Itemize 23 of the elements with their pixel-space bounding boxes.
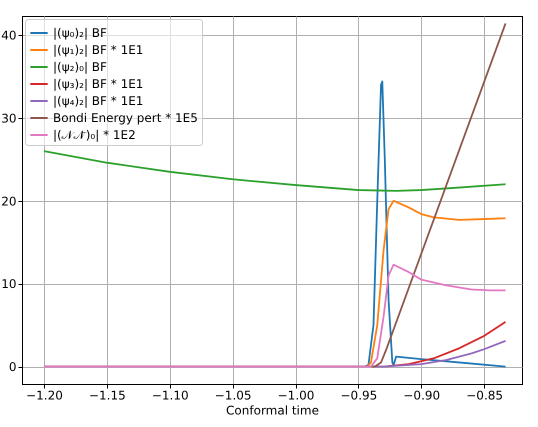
y-tick-label: 40: [1, 28, 16, 43]
legend-label: Bondi Energy pert * 1E5: [53, 111, 198, 125]
legend-label: |(ψ₃)₂| BF * 1E1: [53, 77, 144, 91]
x-tick-label: −0.90: [403, 388, 440, 402]
legend-label: |(𝒩𝒩̄)₀| * 1E2: [53, 128, 136, 142]
y-tick-label: 0: [8, 360, 16, 374]
x-tick-label: −1.20: [26, 388, 63, 402]
y-tick-label: 30: [1, 111, 16, 126]
legend-label: |(ψ₁)₂| BF * 1E1: [53, 43, 144, 57]
y-tick-label: 20: [1, 194, 16, 208]
x-tick-label: −1.15: [88, 388, 126, 402]
x-axis-title: Conformal time: [226, 404, 319, 418]
legend-label: |(ψ₀)₂| BF: [53, 26, 108, 40]
y-tick-label: 10: [1, 277, 16, 292]
legend-label: |(ψ₄)₂| BF * 1E1: [53, 94, 144, 108]
line-series: [43, 150, 506, 192]
line-series: [43, 264, 506, 368]
legend-label: |(ψ₂)₀| BF: [53, 60, 108, 74]
x-tick-label: −1.00: [278, 388, 314, 402]
x-tick-label: −0.95: [340, 388, 378, 402]
x-tick-label: −1.05: [214, 388, 252, 402]
x-tick-label: −1.10: [152, 388, 189, 402]
x-tick-label: −0.85: [466, 388, 504, 402]
